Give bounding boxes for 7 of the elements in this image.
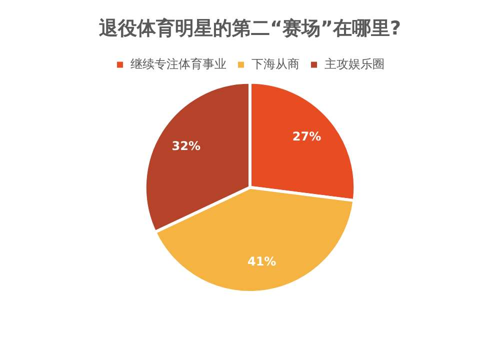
data-label: 27% [292, 129, 322, 144]
data-label: 32% [172, 138, 200, 153]
chart-title: 退役体育明星的第二“赛场”在哪里? [98, 17, 401, 40]
legend-label: 主攻娱乐圈 [324, 56, 384, 71]
legend-label: 下海从商 [252, 56, 300, 71]
legend-label: 继续专注体育事业 [130, 56, 226, 71]
data-label: 41% [247, 254, 276, 268]
